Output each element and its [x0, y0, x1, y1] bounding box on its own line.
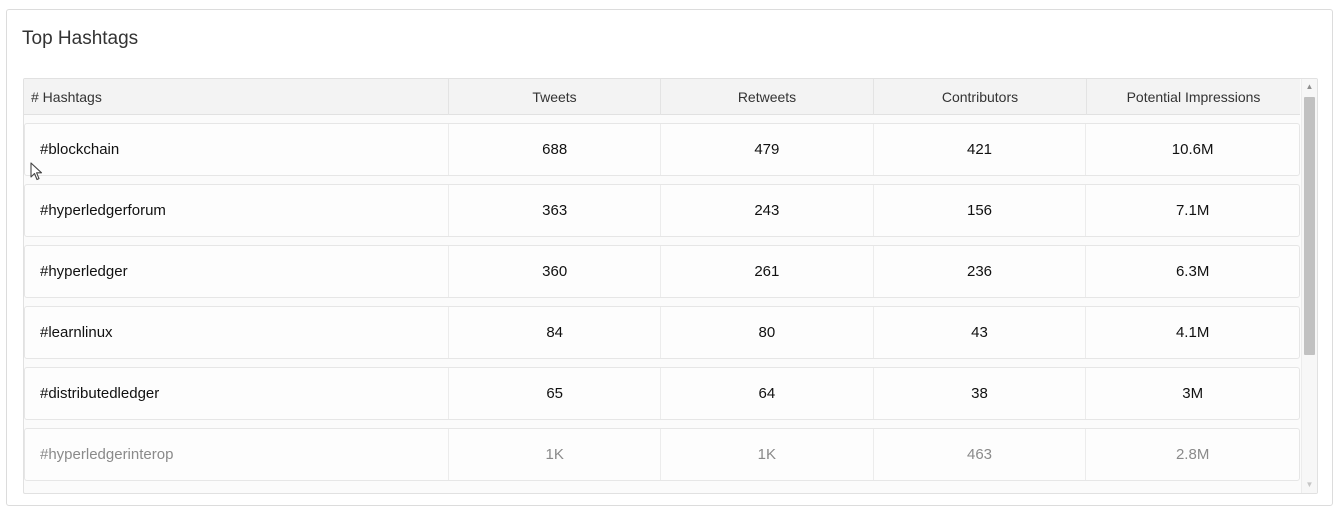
triangle-down-icon[interactable]: ▼: [1305, 480, 1314, 489]
hashtag-cell: #hyperledgerinterop: [25, 429, 450, 480]
contributors-cell: 38: [874, 368, 1087, 419]
retweets-cell: 1K: [661, 429, 874, 480]
mouse-pointer-icon: [30, 162, 43, 181]
column-header-hashtags[interactable]: # Hashtags: [24, 79, 449, 115]
table-row[interactable]: #hyperledger 360 261 236 6.3M: [24, 245, 1300, 298]
tweets-cell: 363: [449, 185, 662, 236]
retweets-cell: 80: [661, 307, 874, 358]
impressions-cell: 6.3M: [1175, 263, 1210, 280]
panel-title: Top Hashtags: [22, 28, 139, 49]
impressions-cell: 10.6M: [1171, 141, 1214, 158]
retweets-cell: 64: [661, 368, 874, 419]
contributors-cell: 236: [874, 246, 1087, 297]
column-header-tweets[interactable]: Tweets: [449, 79, 661, 115]
scroll-thumb[interactable]: [1304, 97, 1315, 355]
triangle-up-icon[interactable]: ▲: [1305, 82, 1314, 91]
impressions-cell: 7.1M: [1175, 202, 1210, 219]
table-row[interactable]: #distributedledger 65 64 38 3M: [24, 367, 1300, 420]
tweets-cell: 84: [449, 307, 662, 358]
contributors-cell: 156: [874, 185, 1087, 236]
impressions-cell: 3M: [1182, 385, 1204, 402]
table-row[interactable]: #learnlinux 84 80 43 4.1M: [24, 306, 1300, 359]
table-row[interactable]: #blockchain 688 479 421 10.6M: [24, 123, 1300, 176]
hashtags-table: # Hashtags Tweets Retweets Contributors …: [23, 78, 1318, 494]
tweets-cell: 688: [449, 124, 662, 175]
table-header: # Hashtags Tweets Retweets Contributors …: [24, 79, 1300, 115]
table-row[interactable]: #hyperledgerforum 363 243 156 7.1M: [24, 184, 1300, 237]
table-body: #blockchain 688 479 421 10.6M #hyperledg…: [24, 123, 1300, 489]
column-header-retweets[interactable]: Retweets: [661, 79, 874, 115]
hashtag-cell: #distributedledger: [25, 368, 450, 419]
contributors-cell: 421: [874, 124, 1087, 175]
contributors-cell: 463: [874, 429, 1087, 480]
tweets-cell: 1K: [449, 429, 662, 480]
column-header-potential-impressions[interactable]: Potential Impressions: [1126, 89, 1261, 105]
retweets-cell: 261: [661, 246, 874, 297]
hashtag-cell: #hyperledgerforum: [25, 185, 450, 236]
top-hashtags-panel: Top Hashtags # Hashtags Tweets Retweets …: [6, 9, 1333, 506]
column-header-contributors[interactable]: Contributors: [874, 79, 1087, 115]
tweets-cell: 65: [449, 368, 662, 419]
tweets-cell: 360: [449, 246, 662, 297]
hashtag-cell: #hyperledger: [25, 246, 450, 297]
contributors-cell: 43: [874, 307, 1087, 358]
vertical-scrollbar[interactable]: ▲ ▼: [1301, 79, 1317, 493]
impressions-cell: 4.1M: [1175, 324, 1210, 341]
retweets-cell: 243: [661, 185, 874, 236]
hashtag-cell: #blockchain: [25, 124, 450, 175]
hashtag-cell: #learnlinux: [25, 307, 450, 358]
table-row[interactable]: #hyperledgerinterop 1K 1K 463 2.8M: [24, 428, 1300, 481]
retweets-cell: 479: [661, 124, 874, 175]
impressions-cell: 2.8M: [1175, 446, 1210, 463]
